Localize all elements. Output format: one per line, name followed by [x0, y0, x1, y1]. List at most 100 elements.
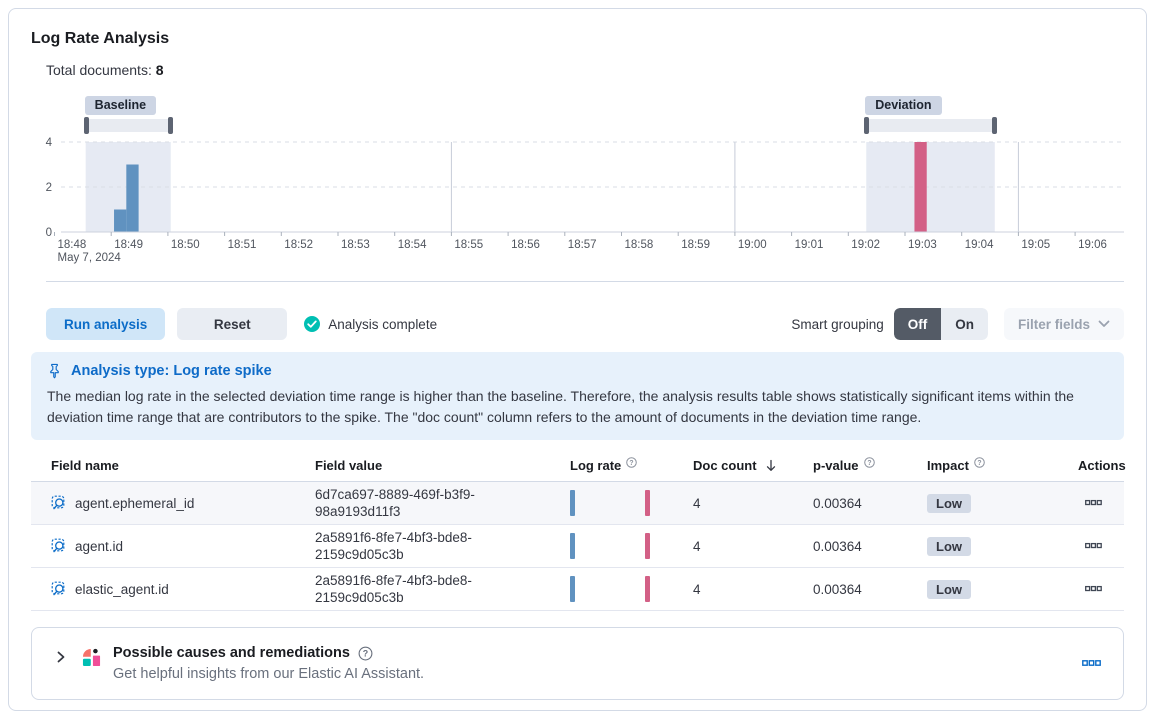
- log-rate-mini-chart: [570, 490, 650, 516]
- row-actions-button[interactable]: [1083, 540, 1104, 552]
- callout-body: The median log rate in the selected devi…: [47, 388, 1074, 425]
- field-filter-icon[interactable]: [51, 495, 67, 511]
- column-header-field-value[interactable]: Field value: [315, 458, 383, 473]
- p-value: 0.00364: [813, 538, 862, 554]
- svg-text:May 7, 2024: May 7, 2024: [58, 252, 122, 264]
- log-rate-analysis-panel: Log Rate Analysis Total documents: 8 Bas…: [8, 8, 1147, 711]
- column-header-doc-count[interactable]: Doc count: [673, 458, 793, 473]
- filter-fields-button[interactable]: Filter fields: [1003, 308, 1124, 340]
- deviation-brush-left-handle[interactable]: [864, 117, 870, 134]
- svg-text:18:57: 18:57: [568, 239, 597, 251]
- svg-text:?: ?: [630, 460, 634, 467]
- impact-badge: Low: [927, 536, 971, 556]
- boxes-horizontal-icon: [1085, 542, 1102, 549]
- boxes-horizontal-icon: [1085, 585, 1102, 592]
- ai-panel-title: Possible causes and remediations: [113, 645, 350, 661]
- smart-grouping-off-button[interactable]: Off: [893, 308, 942, 340]
- info-icon[interactable]: ?: [974, 457, 985, 468]
- svg-text:?: ?: [977, 460, 981, 467]
- expand-panel-button[interactable]: [52, 647, 70, 667]
- p-value: 0.00364: [813, 495, 862, 511]
- field-value: 6d7ca697-8889-469f-b3f9-98a9193d11f3: [315, 487, 475, 519]
- chevron-down-icon: [1098, 320, 1110, 327]
- panel-menu-button[interactable]: [1080, 657, 1103, 670]
- deviation-brush-right-handle[interactable]: [991, 117, 997, 134]
- column-header-log-rate[interactable]: Log rate ?: [550, 457, 673, 473]
- svg-text:19:00: 19:00: [738, 239, 767, 251]
- question-circle-icon[interactable]: ?: [358, 646, 373, 661]
- boxes-horizontal-icon: [1082, 660, 1101, 666]
- column-header-field-name[interactable]: Field name: [51, 458, 119, 473]
- deviation-mini-bar: [645, 490, 650, 516]
- doc-count-value: 4: [693, 581, 701, 597]
- controls-row: Run analysis Reset Analysis complete Sma…: [46, 308, 1124, 340]
- deviation-badge: Deviation: [865, 96, 942, 115]
- svg-text:18:51: 18:51: [228, 239, 257, 251]
- divider: [46, 281, 1124, 282]
- document-count-chart[interactable]: Baseline Deviation 18:48 May 7, 2024 18:49…: [31, 96, 1124, 266]
- total-documents: Total documents: 8: [46, 62, 1124, 78]
- field-filter-icon[interactable]: [51, 581, 67, 597]
- svg-text:18:55: 18:55: [454, 239, 483, 251]
- field-name: agent.id: [75, 538, 124, 554]
- svg-text:18:54: 18:54: [398, 239, 427, 251]
- svg-text:18:58: 18:58: [625, 239, 654, 251]
- svg-text:18:52: 18:52: [284, 239, 313, 251]
- column-header-p-value[interactable]: p-value ?: [793, 457, 907, 473]
- baseline-mini-bar: [570, 533, 575, 559]
- baseline-brush[interactable]: [83, 117, 173, 134]
- svg-text:18:56: 18:56: [511, 239, 540, 251]
- info-icon[interactable]: ?: [863, 457, 875, 468]
- run-analysis-button[interactable]: Run analysis: [46, 308, 166, 340]
- boxes-horizontal-icon: [1085, 499, 1102, 506]
- table-header: Field name Field value Log rate ? Doc co…: [31, 452, 1126, 482]
- analysis-type-callout: Analysis type: Log rate spike The median…: [31, 352, 1124, 440]
- info-icon[interactable]: ?: [626, 457, 638, 468]
- p-value: 0.00364: [813, 581, 862, 597]
- status-text: Analysis complete: [328, 316, 438, 332]
- ai-assistant-panel: Possible causes and remediations ? Get h…: [31, 627, 1124, 700]
- doc-count-value: 4: [693, 495, 701, 511]
- deviation-brush[interactable]: [864, 117, 997, 134]
- svg-text:19:02: 19:02: [851, 239, 880, 251]
- smart-grouping-on-button[interactable]: On: [941, 308, 988, 340]
- baseline-badge: Baseline: [84, 96, 157, 115]
- callout-title: Analysis type: Log rate spike: [71, 363, 272, 379]
- svg-text:19:01: 19:01: [795, 239, 824, 251]
- svg-text:18:53: 18:53: [341, 239, 370, 251]
- reset-button[interactable]: Reset: [177, 308, 288, 340]
- svg-text:19:06: 19:06: [1078, 239, 1107, 251]
- baseline-brush-left-handle[interactable]: [83, 117, 89, 134]
- row-actions-button[interactable]: [1083, 497, 1104, 509]
- row-actions-button[interactable]: [1083, 583, 1104, 595]
- field-value: 2a5891f6-8fe7-4bf3-bde8-2159c9d05c3b: [315, 573, 472, 605]
- field-value: 2a5891f6-8fe7-4bf3-bde8-2159c9d05c3b: [315, 530, 472, 562]
- sort-desc-icon: [766, 459, 775, 471]
- baseline-mini-bar: [570, 490, 575, 516]
- svg-text:18:59: 18:59: [681, 239, 710, 251]
- column-header-actions: Actions: [1078, 458, 1126, 473]
- baseline-brush-right-handle[interactable]: [167, 117, 173, 134]
- chevron-right-icon: [57, 651, 65, 663]
- column-header-impact[interactable]: Impact ?: [907, 457, 1058, 473]
- total-documents-value: 8: [155, 62, 164, 78]
- table-row: agent.id 2a5891f6-8fe7-4bf3-bde8-2159c9d…: [31, 525, 1124, 568]
- svg-text:19:03: 19:03: [908, 239, 937, 251]
- field-filter-icon[interactable]: [51, 538, 67, 554]
- impact-badge: Low: [927, 579, 971, 599]
- field-name: elastic_agent.id: [75, 581, 169, 597]
- svg-text:19:05: 19:05: [1021, 239, 1050, 251]
- total-documents-label: Total documents:: [46, 62, 152, 78]
- table-row: agent.ephemeral_id 6d7ca697-8889-469f-b3…: [31, 482, 1124, 525]
- svg-text:18:50: 18:50: [171, 239, 200, 251]
- impact-badge: Low: [927, 493, 971, 513]
- smart-grouping-label: Smart grouping: [791, 316, 884, 332]
- svg-text:18:48: 18:48: [58, 239, 87, 251]
- doc-count-value: 4: [693, 538, 701, 554]
- log-rate-mini-chart: [570, 576, 650, 602]
- svg-text:0: 0: [46, 227, 52, 239]
- svg-text:?: ?: [867, 460, 871, 467]
- log-rate-mini-chart: [570, 533, 650, 559]
- svg-text:18:49: 18:49: [114, 239, 143, 251]
